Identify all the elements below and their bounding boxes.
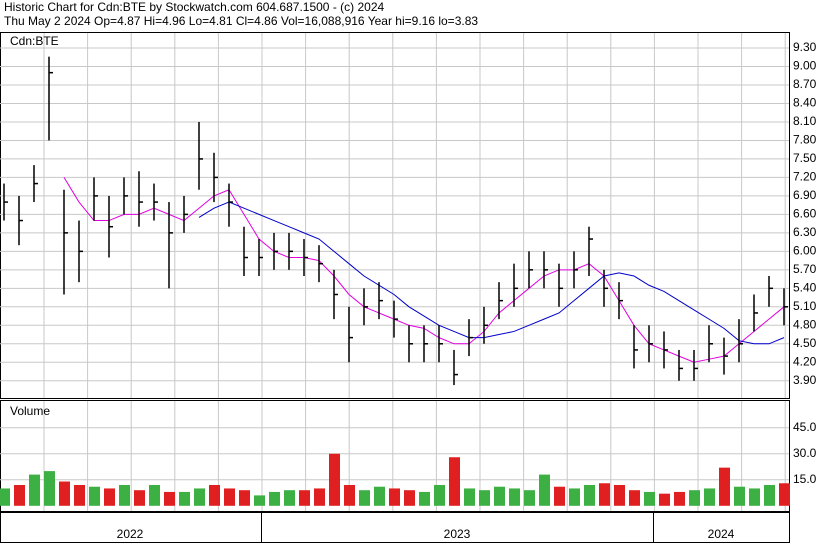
volume-bar — [779, 483, 790, 506]
y-tick-label: 4.20 — [793, 354, 817, 368]
volume-bar — [464, 488, 475, 506]
volume-bar — [299, 490, 310, 506]
volume-bar — [179, 491, 190, 506]
volume-bar — [239, 490, 250, 506]
volume-bar — [734, 486, 745, 506]
year-label: 2022 — [117, 527, 144, 541]
volume-bar — [119, 484, 130, 506]
volume-bar — [404, 490, 415, 506]
volume-bar — [479, 490, 490, 506]
volume-bar — [524, 490, 535, 506]
volume-bar — [539, 474, 550, 506]
volume-bar — [419, 491, 430, 506]
volume-bar — [314, 488, 325, 506]
volume-bar — [389, 488, 400, 506]
symbol-label: Cdn:BTE — [10, 34, 59, 48]
volume-tick-label: 30.0 — [793, 446, 817, 460]
volume-bar — [224, 488, 235, 506]
chart-title: Historic Chart for Cdn:BTE by Stockwatch… — [4, 0, 384, 14]
volume-bar — [194, 488, 205, 506]
volume-bar — [269, 491, 280, 506]
year-label: 2024 — [708, 527, 735, 541]
volume-bar — [89, 486, 100, 506]
volume-bar — [104, 488, 115, 506]
volume-bar — [329, 453, 340, 506]
volume-bar — [209, 484, 220, 506]
year-label: 2023 — [444, 527, 471, 541]
y-tick-label: 4.80 — [793, 317, 817, 331]
y-tick-label: 4.50 — [793, 336, 817, 350]
volume-bar — [0, 488, 10, 506]
volume-bar — [344, 484, 355, 506]
volume-bar — [629, 490, 640, 506]
volume-bar — [254, 495, 265, 506]
volume-bar — [29, 474, 40, 506]
volume-title: Volume — [10, 404, 50, 418]
volume-bar — [59, 481, 70, 506]
volume-bar — [74, 484, 85, 506]
volume-bar — [554, 486, 565, 506]
volume-bar — [644, 491, 655, 506]
volume-bar — [44, 471, 55, 506]
moving-average — [198, 201, 785, 345]
volume-bar — [284, 490, 295, 506]
y-tick-label: 8.10 — [793, 114, 817, 128]
volume-bar — [704, 488, 715, 506]
volume-bar — [434, 484, 445, 506]
volume-bar — [164, 491, 175, 506]
volume-panel — [0, 400, 790, 512]
price-panel — [0, 32, 790, 399]
volume-bar — [749, 488, 760, 506]
volume-bar — [659, 493, 670, 506]
volume-bar — [599, 483, 610, 506]
y-tick-label: 6.60 — [793, 207, 817, 221]
volume-bar — [134, 490, 145, 506]
volume-bar — [674, 491, 685, 506]
chart-subtitle: Thu May 2 2024 Op=4.87 Hi=4.96 Lo=4.81 C… — [4, 14, 478, 28]
y-tick-label: 9.30 — [793, 40, 817, 54]
y-tick-label: 8.40 — [793, 96, 817, 110]
volume-bar — [764, 484, 775, 506]
volume-bar — [614, 484, 625, 506]
y-tick-label: 6.30 — [793, 225, 817, 239]
y-tick-label: 5.40 — [793, 280, 817, 294]
volume-bar — [689, 490, 700, 506]
volume-bar — [569, 488, 580, 506]
volume-bar — [374, 486, 385, 506]
y-tick-label: 6.00 — [793, 244, 817, 258]
volume-tick-label: 15.0 — [793, 472, 817, 486]
y-tick-label: 7.20 — [793, 170, 817, 184]
y-tick-label: 7.80 — [793, 133, 817, 147]
y-tick-label: 8.70 — [793, 77, 817, 91]
y-tick-label: 6.90 — [793, 188, 817, 202]
volume-bar — [719, 467, 730, 506]
volume-bar — [14, 484, 25, 506]
volume-bar — [449, 457, 460, 506]
y-tick-label: 7.50 — [793, 151, 817, 165]
y-tick-label: 9.00 — [793, 59, 817, 73]
volume-bar — [149, 484, 160, 506]
volume-bar — [359, 490, 370, 506]
y-tick-label: 3.90 — [793, 373, 817, 387]
volume-tick-label: 45.0 — [793, 420, 817, 434]
volume-bar — [584, 484, 595, 506]
volume-bar — [509, 488, 520, 506]
volume-bar — [494, 486, 505, 506]
y-tick-label: 5.10 — [793, 299, 817, 313]
y-tick-label: 5.70 — [793, 262, 817, 276]
